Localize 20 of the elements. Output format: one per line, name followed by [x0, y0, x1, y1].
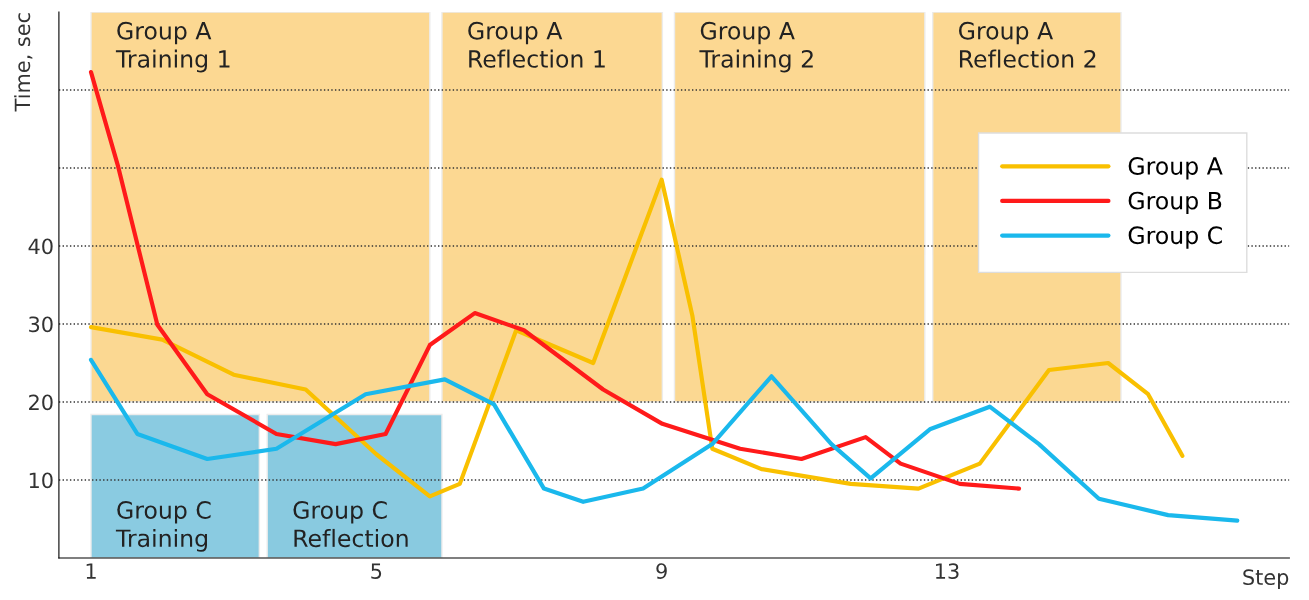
band-label: Group A Training 1 [115, 21, 230, 73]
y-tick-label: 40 [28, 238, 53, 255]
band-label: Group C Training [115, 501, 211, 552]
x-tick-label: 5 [371, 563, 382, 579]
x-tick-label: 9 [656, 563, 667, 579]
line-series [88, 357, 1240, 523]
y-tick-label: 30 [29, 316, 53, 333]
x-tick-label: 1 [86, 563, 96, 579]
x-axis-title: Step [1243, 569, 1289, 590]
legend-label: Group A [1128, 157, 1223, 180]
x-tick-label: 13 [936, 563, 959, 579]
band-label: Group A Training 2 [699, 21, 813, 73]
legend-label: Group C [1128, 226, 1222, 249]
y-tick-label: 10 [29, 472, 53, 489]
band-label: Group A Reflection 2 [959, 21, 1096, 68]
legend-label: Group B [1128, 191, 1222, 215]
band-label: Group A Reflection 1 [468, 21, 605, 68]
band-label: Group C Reflection [293, 501, 408, 548]
y-axis-title: Time, sec [14, 13, 33, 112]
y-tick-label: 20 [29, 394, 53, 411]
